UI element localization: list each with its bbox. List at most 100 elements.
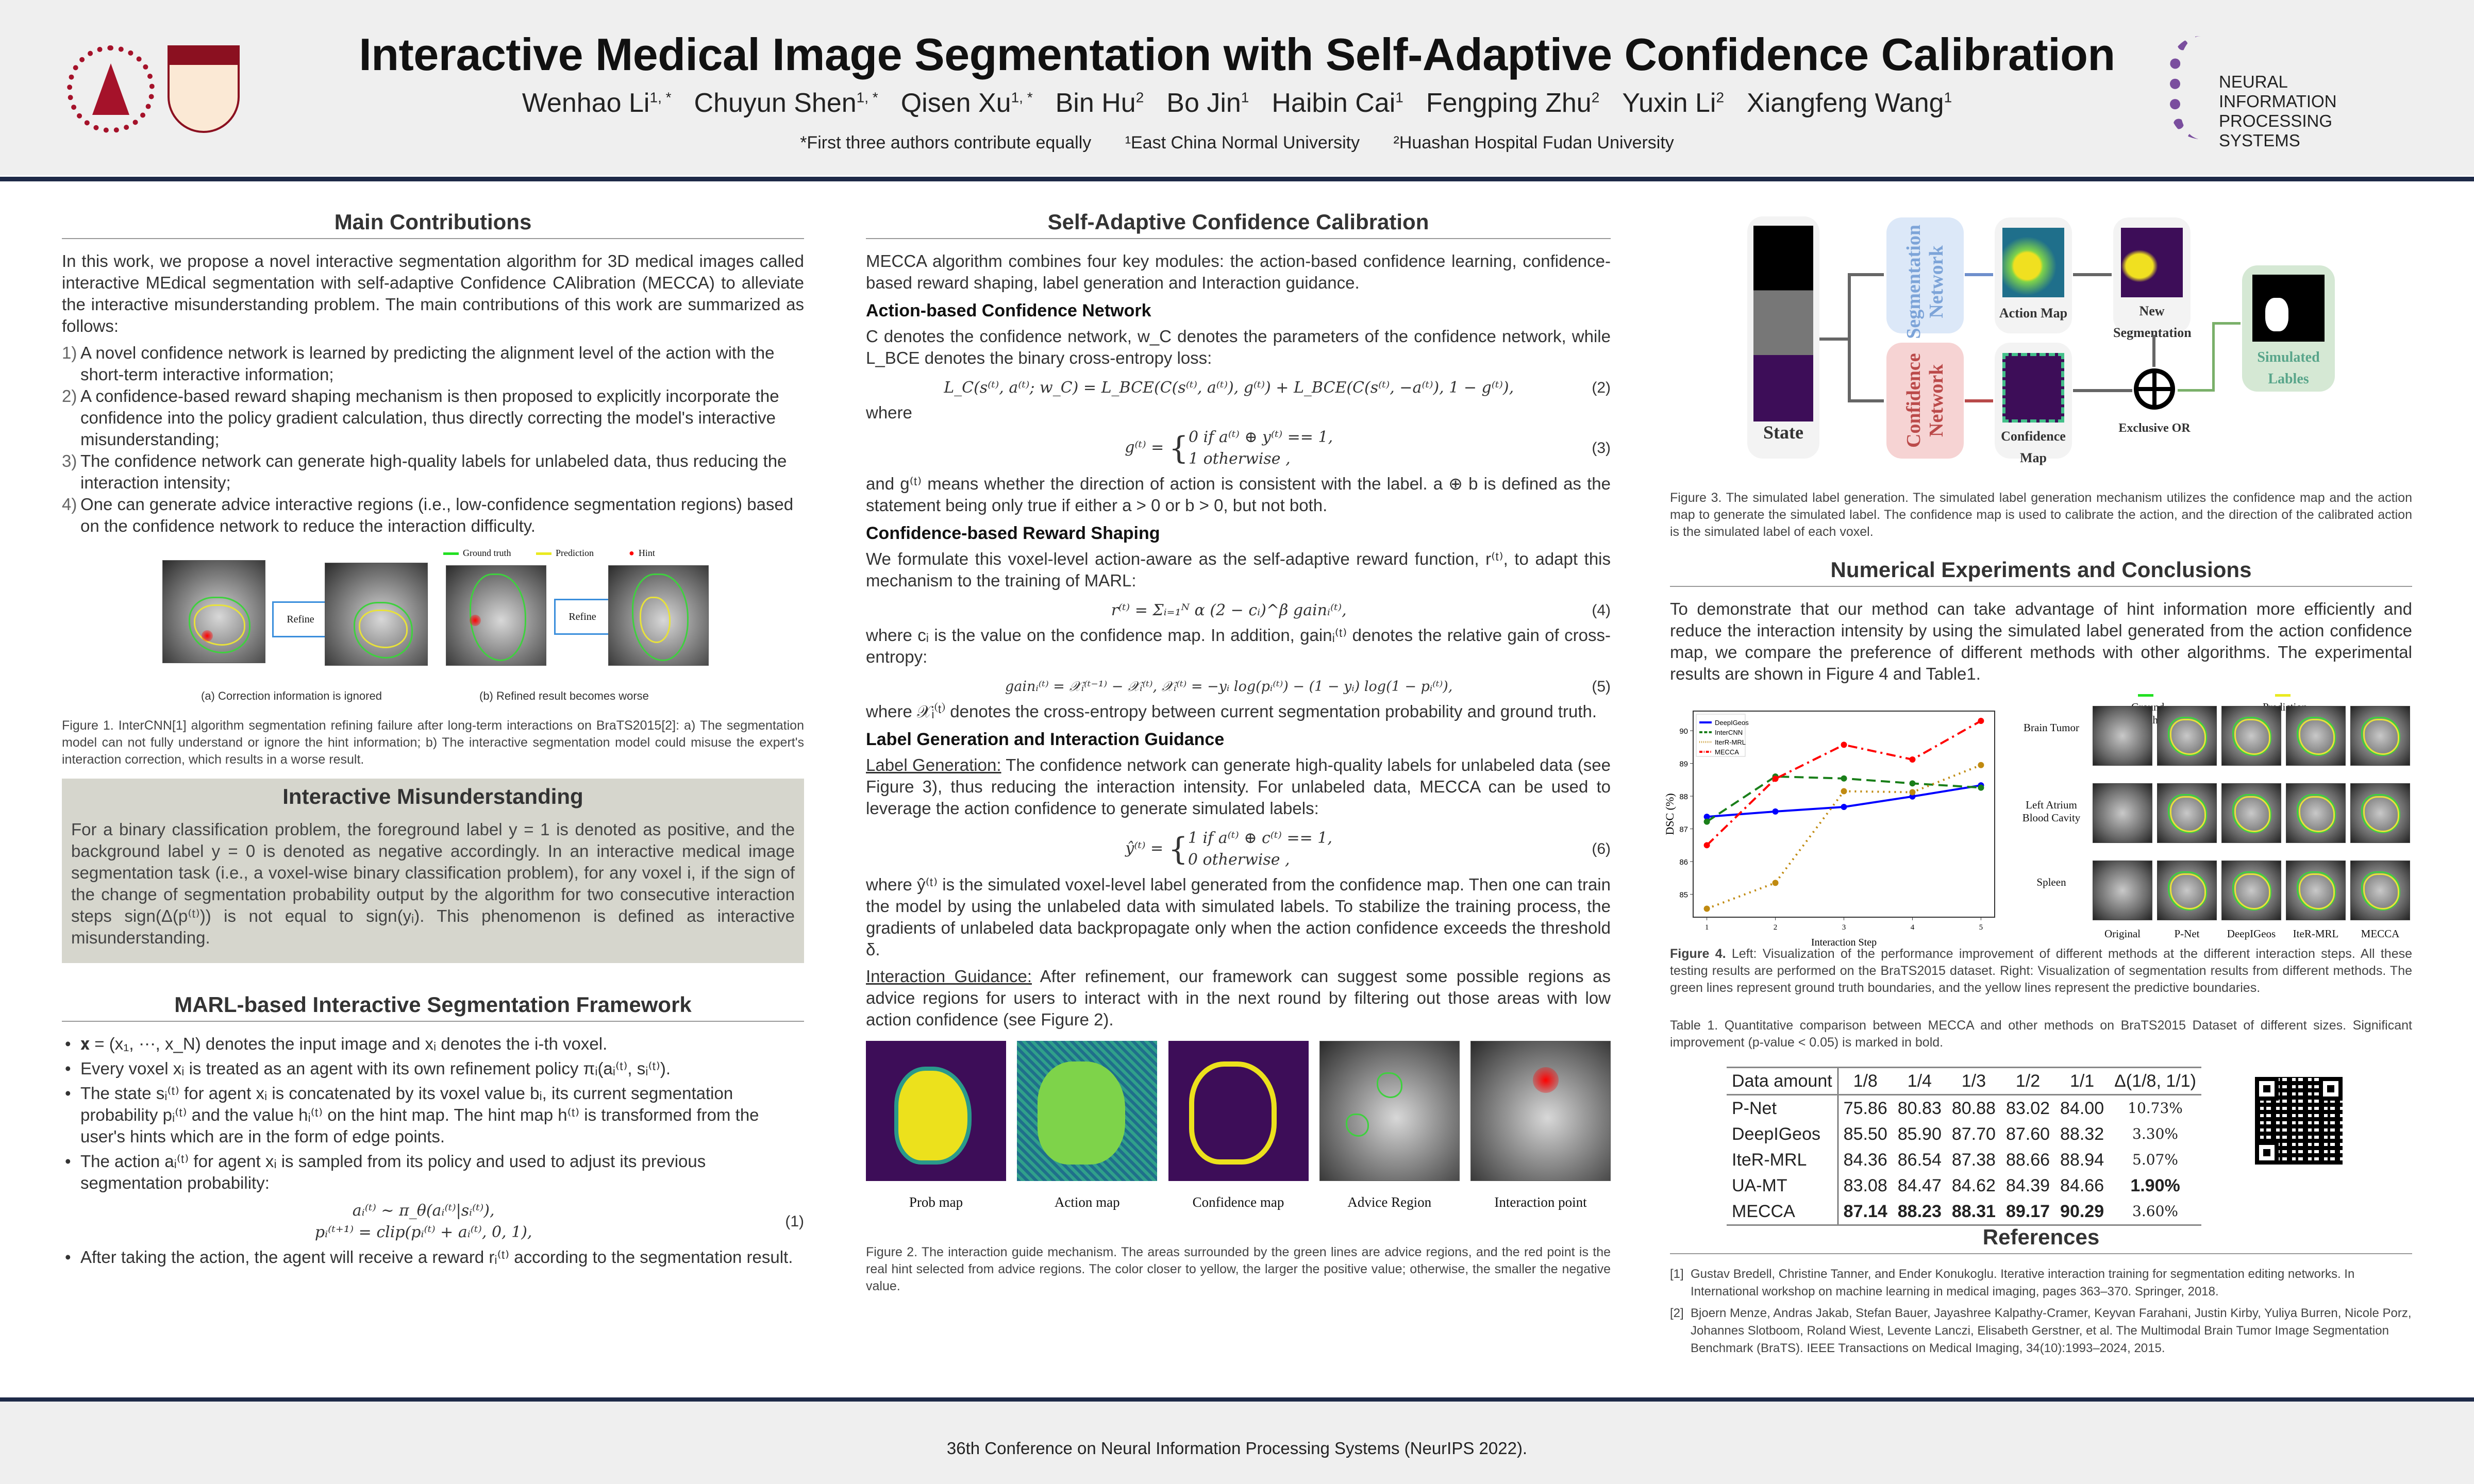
series-line-iterr-mrl bbox=[1706, 764, 1982, 910]
equation-1-line-2: pᵢ⁽ᵗ⁺¹⁾ = clip(pᵢ⁽ᵗ⁾ + aᵢ⁽ᵗ⁾, 0, 1), bbox=[314, 1223, 532, 1241]
column-header: Data amount bbox=[1727, 1067, 1838, 1095]
interactive-misunderstanding-box: Interactive Misunderstanding For a binar… bbox=[62, 779, 804, 963]
header-divider bbox=[0, 177, 2474, 181]
experiments-intro: To demonstrate that our method can take … bbox=[1670, 599, 2412, 683]
table-row: UA-MT 83.08 84.47 84.62 84.39 84.66 1.90% bbox=[1727, 1173, 2201, 1199]
paragraph: Interaction Guidance: After refinement, … bbox=[866, 967, 1611, 1029]
delta-cell: 3.60% bbox=[2132, 1203, 2178, 1220]
segmentation-result-image bbox=[2157, 783, 2217, 843]
marl-item-reward: After taking the action, the agent will … bbox=[62, 1246, 804, 1268]
column-header: 1/2 bbox=[2015, 1071, 2041, 1091]
paragraph: where ŷ⁽ᵗ⁾ is the simulated voxel-level … bbox=[866, 875, 1611, 959]
affiliation-2: ²Huashan Hospital Fudan University bbox=[1393, 133, 1674, 153]
neurips-logo-text: NEURAL INFORMATION PROCESSING SYSTEMS bbox=[2219, 72, 2337, 150]
subheading-confidence-network: Action-based Confidence Network bbox=[866, 301, 1151, 321]
huashan-hospital-logo bbox=[168, 45, 240, 133]
marl-list: 𝐱 = (x₁, ⋯, x_N) denotes the input image… bbox=[62, 1033, 804, 1194]
equation-1: aᵢ⁽ᵗ⁾ ∼ π_θ(aᵢ⁽ᵗ⁾|sᵢ⁽ᵗ⁾), pᵢ⁽ᵗ⁺¹⁾ = clip(… bbox=[62, 1197, 804, 1246]
y-tick-label: 88 bbox=[1679, 792, 1688, 801]
arrow bbox=[1848, 399, 1884, 402]
paragraph: We formulate this voxel-level action-awa… bbox=[866, 549, 1611, 590]
column-label: MECCA bbox=[2361, 927, 2400, 940]
table-cell: 86.54 bbox=[1897, 1150, 1942, 1170]
neurips-logo bbox=[2170, 36, 2216, 139]
column-left: Main Contributions In this work, we prop… bbox=[62, 211, 804, 1271]
segmentation-network-block: Segmentation Network bbox=[1886, 217, 1964, 339]
arrow bbox=[1965, 399, 1993, 402]
column-header: Δ(1/8, 1/1) bbox=[2114, 1071, 2196, 1091]
xor-label: Exclusive OR bbox=[2118, 421, 2191, 435]
table-row: MECCA 87.14 88.23 88.31 89.17 90.29 3.60% bbox=[1727, 1199, 2201, 1225]
reference-item: [2] Bjoern Menze, Andras Jakab, Stefan Ba… bbox=[1670, 1306, 2412, 1355]
state-image bbox=[1753, 226, 1813, 421]
y-tick-label: 86 bbox=[1679, 858, 1688, 867]
arrow bbox=[2212, 322, 2241, 325]
author: Bo Jin1 bbox=[1166, 88, 1249, 118]
data-point-mecca bbox=[1703, 842, 1710, 849]
contributions-list: 1) A novel confidence network is learned … bbox=[62, 342, 804, 537]
legend-label: DeepIGeos bbox=[1715, 719, 1749, 727]
simulated-labels-card: Simulated Lables bbox=[2242, 265, 2335, 392]
arrow bbox=[2212, 322, 2215, 392]
poster-footer: 36th Conference on Neural Information Pr… bbox=[0, 1402, 2474, 1484]
table-cell: 84.39 bbox=[2005, 1176, 2050, 1195]
segmentation-result-image bbox=[2093, 783, 2152, 843]
reference-list: [1] Gustav Bredell, Christine Tanner, and… bbox=[1670, 1266, 2412, 1357]
table-cell: 80.83 bbox=[1897, 1099, 1942, 1118]
x-tick-label: 4 bbox=[1911, 923, 1915, 932]
figure-1-caption: Figure 1. InterCNN[1] algorithm segmenta… bbox=[62, 718, 804, 767]
data-point-mecca bbox=[1841, 741, 1847, 748]
table-cell: 85.50 bbox=[1843, 1124, 1887, 1144]
segmentation-result-image bbox=[2286, 706, 2346, 766]
data-point-iterr-mrl bbox=[1909, 789, 1916, 796]
table-cell: 84.62 bbox=[1951, 1176, 1996, 1195]
table-cell: 84.47 bbox=[1897, 1176, 1942, 1195]
paragraph: and g⁽ᵗ⁾ means whether the direction of … bbox=[866, 474, 1611, 515]
arrow bbox=[1848, 273, 1884, 276]
data-point-intercnn bbox=[1841, 775, 1847, 782]
calibration-intro: MECCA algorithm combines four key module… bbox=[866, 251, 1611, 292]
legend-box bbox=[1696, 714, 1746, 757]
affiliation-note: *First three authors contribute equally bbox=[800, 133, 1092, 153]
legend-hint: ● Hint bbox=[629, 548, 655, 558]
table-cell: 88.32 bbox=[2060, 1124, 2104, 1144]
column-right: State Segmentation Network Confidence Ne… bbox=[1670, 211, 2412, 690]
table-cell: 88.23 bbox=[1897, 1202, 1942, 1221]
arrow bbox=[2073, 273, 2112, 276]
data-point-iterr-mrl bbox=[1703, 905, 1710, 912]
equation-1-line-1: aᵢ⁽ᵗ⁾ ∼ π_θ(aᵢ⁽ᵗ⁾|sᵢ⁽ᵗ⁾), bbox=[352, 1202, 495, 1220]
paragraph: where bbox=[866, 403, 912, 422]
confidence-map-card: Confidence Map bbox=[1995, 343, 2072, 465]
table-cell: 80.88 bbox=[1951, 1099, 1996, 1118]
author: Haibin Cai1 bbox=[1272, 88, 1403, 118]
figure-2-caption: Figure 2. The interaction guide mechanis… bbox=[866, 1245, 1611, 1293]
column-header: 1/3 bbox=[1961, 1071, 1986, 1091]
mri-image-a1 bbox=[162, 560, 265, 663]
author: Wenhao Li1, * bbox=[522, 88, 672, 118]
column-header: 1/1 bbox=[2069, 1071, 2095, 1091]
legend-label: IterR-MRL bbox=[1715, 738, 1746, 746]
data-point-mecca bbox=[1909, 756, 1916, 763]
delta-cell: 10.73% bbox=[2128, 1100, 2183, 1117]
affiliation-1: ¹East China Normal University bbox=[1125, 133, 1360, 153]
segmentation-result-image bbox=[2350, 861, 2410, 920]
qr-code[interactable] bbox=[2255, 1077, 2343, 1165]
dsc-line-chart: 85 86 87 88 89 90 1 2 3 4 5 Interaction Step DSC (%)… bbox=[1663, 711, 1995, 948]
author: Xiangfeng Wang1 bbox=[1747, 88, 1952, 118]
delta-cell: 1.90% bbox=[2130, 1176, 2180, 1195]
segmentation-result-image bbox=[2093, 861, 2152, 920]
column-header: 1/4 bbox=[1907, 1071, 1932, 1091]
y-tick-label: 89 bbox=[1679, 760, 1688, 769]
method-name: IteR-MRL bbox=[1727, 1147, 1838, 1173]
figure-3: State Segmentation Network Confidence Ne… bbox=[1670, 211, 2412, 474]
section-heading-contributions: Main Contributions bbox=[62, 211, 804, 239]
data-point-deepigeos bbox=[1772, 808, 1779, 815]
paragraph: where cᵢ is the value on the confidence … bbox=[866, 626, 1611, 666]
poster-header bbox=[0, 0, 2474, 175]
data-point-deepigeos bbox=[1909, 793, 1916, 800]
author: Bin Hu2 bbox=[1055, 88, 1144, 118]
data-point-iterr-mrl bbox=[1841, 788, 1847, 795]
row-label: Spleen bbox=[2036, 876, 2066, 888]
equation-6: ŷ⁽ᵗ⁾ = {1 if a⁽ᵗ⁾ ⊕ c⁽ᵗ⁾ == 1, 0 otherwis… bbox=[1125, 829, 1611, 869]
delta-cell: 3.30% bbox=[2132, 1125, 2178, 1142]
